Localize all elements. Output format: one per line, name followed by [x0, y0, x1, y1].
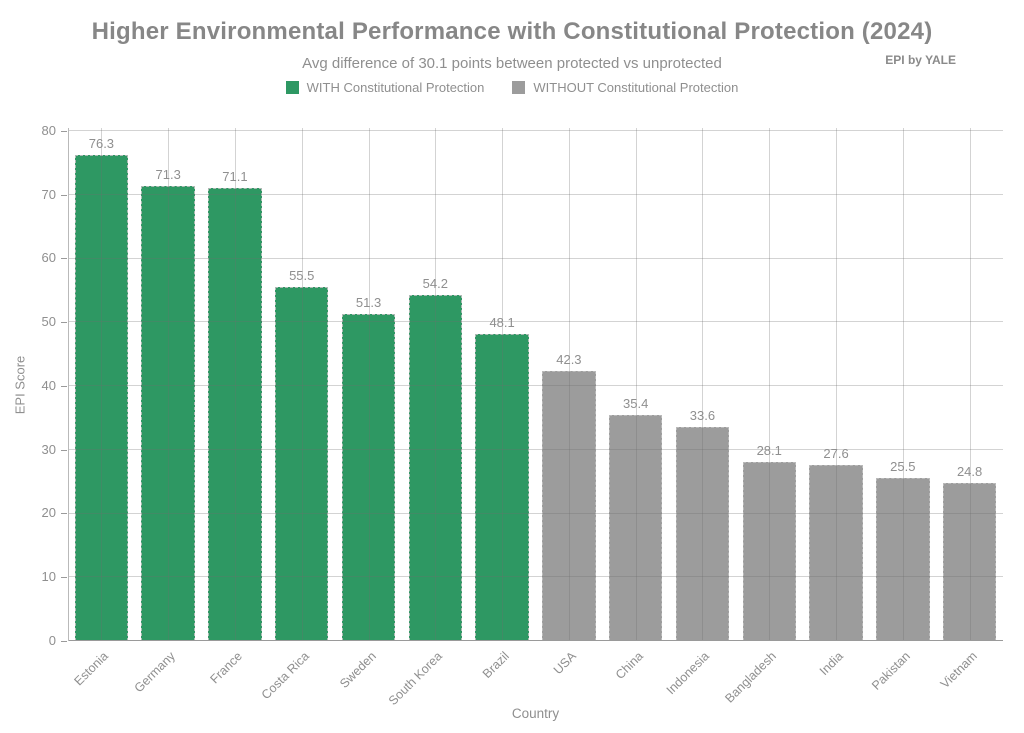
y-tick-mark — [61, 385, 67, 387]
y-tick-label: 60 — [41, 250, 56, 266]
y-tick-label: 40 — [41, 377, 56, 393]
x-gridline — [702, 128, 704, 641]
bar-germany — [141, 186, 195, 641]
y-tick-label: 20 — [41, 505, 56, 521]
bar-south-korea — [408, 295, 463, 641]
y-gridline — [68, 257, 1003, 259]
y-tick-label: 0 — [48, 633, 56, 648]
bar-brazil — [475, 334, 529, 641]
y-tick-mark — [61, 513, 67, 515]
bar-value-label: 76.3 — [88, 135, 115, 151]
y-gridline — [68, 193, 1003, 195]
x-gridline — [435, 128, 437, 641]
y-gridline — [68, 512, 1003, 514]
x-gridline — [635, 128, 637, 641]
x-gridline — [368, 128, 370, 641]
legend-item-with: WITH Constitutional Protection — [285, 80, 485, 95]
x-gridline — [234, 128, 236, 641]
bar-india — [809, 465, 863, 641]
bar-value-label: 71.1 — [222, 168, 248, 184]
y-tick-mark — [61, 449, 67, 451]
y-gridline — [68, 576, 1003, 578]
x-gridline — [301, 128, 303, 641]
legend-swatch-without-icon — [512, 81, 526, 94]
bar-value-label: 24.8 — [956, 463, 983, 479]
x-gridline — [502, 128, 504, 641]
y-tick-mark — [61, 577, 67, 579]
bar-value-label: 71.3 — [155, 167, 181, 183]
bar-sweden — [341, 313, 396, 641]
legend-label-without: WITHOUT Constitutional Protection — [533, 80, 739, 95]
bar-value-label: 51.3 — [355, 294, 382, 310]
y-tick-label: 50 — [41, 314, 56, 330]
legend: WITH Constitutional Protection WITHOUT C… — [0, 80, 1024, 95]
legend-swatch-with-icon — [285, 81, 299, 94]
bar-value-label: 55.5 — [289, 268, 315, 284]
y-tick-label: 80 — [41, 122, 56, 138]
bar-vietnam — [942, 482, 997, 641]
x-gridline — [836, 128, 838, 641]
y-gridline — [68, 448, 1003, 450]
y-tick-label: 10 — [41, 569, 56, 585]
x-gridline — [902, 128, 904, 641]
y-tick-mark — [61, 258, 67, 260]
bar-costa-rica — [275, 287, 329, 641]
x-gridline — [101, 128, 103, 641]
y-axis-line — [68, 128, 69, 641]
bar-value-label: 54.2 — [422, 276, 448, 292]
plot-area: 76.3 71.3 71.1 55.5 51.3 54.2 48.1 42.3 35.4 33.6… — [68, 128, 1003, 641]
legend-label-with: WITH Constitutional Protection — [306, 80, 485, 95]
legend-item-without: WITHOUT Constitutional Protection — [512, 80, 738, 95]
bar-indonesia — [675, 426, 730, 641]
y-gridline — [68, 385, 1003, 386]
bar-value-label: 27.6 — [823, 446, 849, 462]
bar-value-label: 33.6 — [689, 407, 716, 423]
y-gridline — [68, 130, 1003, 131]
y-tick-label: 70 — [41, 186, 56, 202]
x-gridline — [568, 128, 570, 641]
bar-value-label: 48.1 — [489, 315, 515, 331]
bar-value-label: 35.4 — [623, 396, 649, 412]
x-gridline — [969, 128, 971, 641]
bar-pakistan — [876, 478, 930, 641]
chart-subtitle: Avg difference of 30.1 points between pr… — [302, 55, 722, 72]
y-tick-mark — [61, 641, 67, 642]
x-gridline — [769, 128, 771, 641]
x-axis-line — [68, 640, 1003, 641]
y-tick-mark — [61, 322, 67, 324]
y-gridline — [68, 321, 1003, 323]
bar-value-label: 28.1 — [756, 442, 782, 458]
bar-france — [208, 187, 262, 641]
bar-estonia — [74, 154, 129, 641]
x-axis-title: Country — [511, 706, 560, 721]
chart-title: Higher Environmental Performance with Co… — [91, 18, 933, 45]
y-tick-label: 30 — [41, 441, 56, 457]
bar-bangladesh — [742, 461, 796, 641]
y-tick-mark — [61, 130, 67, 132]
source-note: EPI by YALE — [885, 53, 956, 67]
bar-value-label: 42.3 — [556, 352, 582, 368]
x-gridline — [168, 128, 170, 641]
y-tick-mark — [61, 194, 67, 196]
bar-value-label: 25.5 — [890, 459, 916, 475]
bar-china — [608, 415, 663, 641]
bar-usa — [542, 371, 596, 641]
